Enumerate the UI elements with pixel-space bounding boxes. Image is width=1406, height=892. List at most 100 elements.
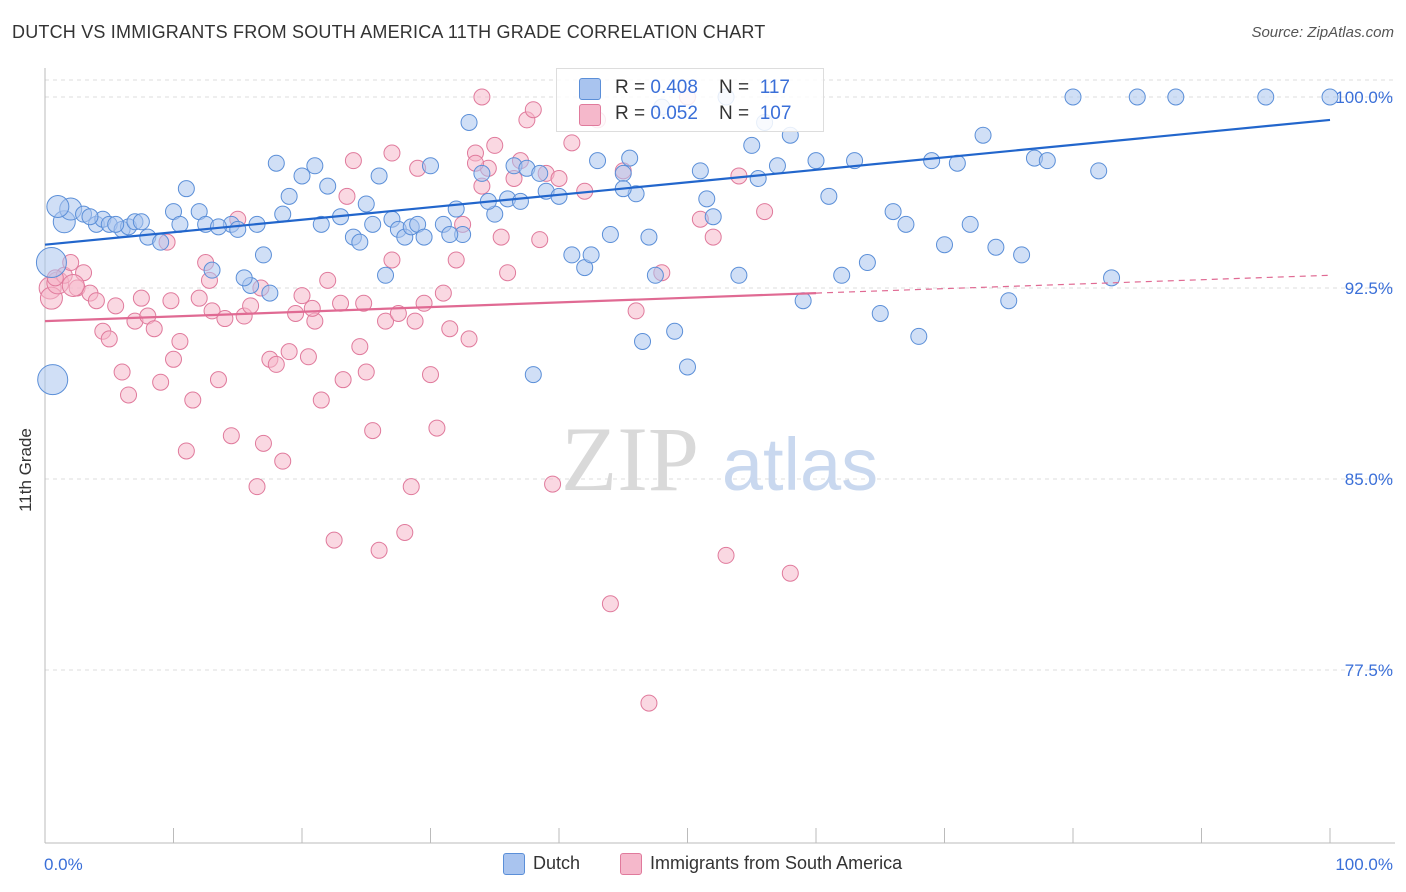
sa-point <box>396 523 414 541</box>
dutch-point <box>1013 246 1031 264</box>
dutch-point <box>974 126 992 144</box>
watermark: ZIP atlas <box>561 408 878 510</box>
sa-point <box>152 373 170 391</box>
sa-point <box>222 427 240 445</box>
dutch-point <box>743 136 761 154</box>
dutch-point <box>293 167 311 185</box>
watermark-atlas: atlas <box>722 423 878 506</box>
sa-point <box>177 442 195 460</box>
dutch-point <box>261 284 279 302</box>
trend-lines <box>44 118 1331 323</box>
dutch-point <box>422 157 439 175</box>
sa-point <box>563 134 581 152</box>
sa-point <box>364 422 382 440</box>
bottom-legend-swatch-sa <box>620 853 642 875</box>
sa-point <box>447 251 465 269</box>
legend-r-label: R = <box>615 77 651 98</box>
sa-point <box>640 694 658 712</box>
sa-point <box>370 541 388 559</box>
dutch-point <box>640 228 658 246</box>
sa-point <box>319 271 337 289</box>
legend-box: R = 0.408 N = 117 R = 0.052 N = 107 <box>556 68 824 132</box>
sa-point <box>312 391 330 409</box>
dutch-point <box>1167 88 1185 106</box>
source-label: Source: ZipAtlas.com <box>1251 24 1394 41</box>
trend-line-sa-dashed <box>815 274 1331 294</box>
dutch-point <box>81 208 99 226</box>
dutch-point <box>679 358 696 376</box>
legend-text-dutch: R = 0.408 N = 117 <box>615 77 790 99</box>
sa-point <box>132 289 150 307</box>
sa-point <box>531 231 549 249</box>
dutch-point <box>807 152 825 170</box>
grid-lines <box>45 79 1395 671</box>
x-tick-label: 100.0% <box>1335 855 1393 874</box>
sa-point <box>113 363 131 381</box>
sa-point <box>184 391 202 409</box>
dutch-point <box>235 269 253 287</box>
dutch-point <box>35 247 67 279</box>
sa-point <box>274 452 292 470</box>
sa-point <box>165 350 182 368</box>
dutch-point <box>563 246 581 264</box>
dutch-point <box>871 304 889 322</box>
sa-point <box>550 169 568 187</box>
dutch-point <box>364 215 382 233</box>
dutch-point <box>267 154 285 172</box>
sa-point <box>162 292 180 310</box>
sa-point <box>293 287 311 305</box>
dutch-point <box>229 220 247 238</box>
sa-point <box>756 203 774 221</box>
dutch-point <box>1038 152 1056 170</box>
dutch-point <box>749 169 767 187</box>
dutch-point <box>582 246 600 264</box>
sa-point <box>781 564 799 582</box>
sa-point <box>357 363 375 381</box>
sa-point <box>299 348 317 366</box>
dutch-point <box>897 215 915 233</box>
sa-point <box>303 299 321 317</box>
sa-point <box>704 228 722 246</box>
chart-title: DUTCH VS IMMIGRANTS FROM SOUTH AMERICA 1… <box>12 22 766 42</box>
dutch-point <box>274 205 292 223</box>
sa-point <box>61 273 85 297</box>
sa-point <box>601 595 619 613</box>
dutch-point <box>589 152 607 170</box>
trend-line-dutch <box>44 118 1331 246</box>
x-tick-label: 0.0% <box>44 855 83 874</box>
y-tick-label: 77.5% <box>1345 661 1393 680</box>
sa-point <box>406 312 424 330</box>
sa-point <box>145 320 163 338</box>
dutch-point <box>987 238 1005 256</box>
sa-point <box>190 289 208 307</box>
sa-point <box>473 88 491 106</box>
dutch-point <box>1128 88 1146 106</box>
sa-point <box>338 187 356 205</box>
y-axis-label-wrap: 11th Grade <box>6 400 46 550</box>
sa-point <box>627 302 645 320</box>
dutch-point <box>1321 88 1339 106</box>
sa-point <box>428 419 446 437</box>
dutch-point <box>884 203 902 221</box>
dutch-point <box>1103 269 1121 287</box>
sa-point <box>267 355 285 373</box>
sa-point <box>242 297 260 315</box>
dutch-point <box>152 233 170 251</box>
dutch-point <box>910 327 928 345</box>
sa-point <box>499 264 517 282</box>
dutch-point <box>415 228 433 246</box>
sa-point <box>87 292 105 310</box>
sa-point <box>344 152 362 170</box>
sa-point <box>402 478 420 496</box>
dutch-point <box>1090 162 1108 180</box>
sa-point <box>254 434 272 452</box>
bottom-legend-label-sa: Immigrants from South America <box>650 853 903 873</box>
dutch-point <box>634 332 652 350</box>
dutch-point <box>377 266 395 284</box>
dutch-point <box>171 215 189 233</box>
sa-point <box>107 297 125 315</box>
dutch-point <box>460 113 478 131</box>
sa-point <box>216 310 234 328</box>
dutch-point <box>704 208 722 226</box>
